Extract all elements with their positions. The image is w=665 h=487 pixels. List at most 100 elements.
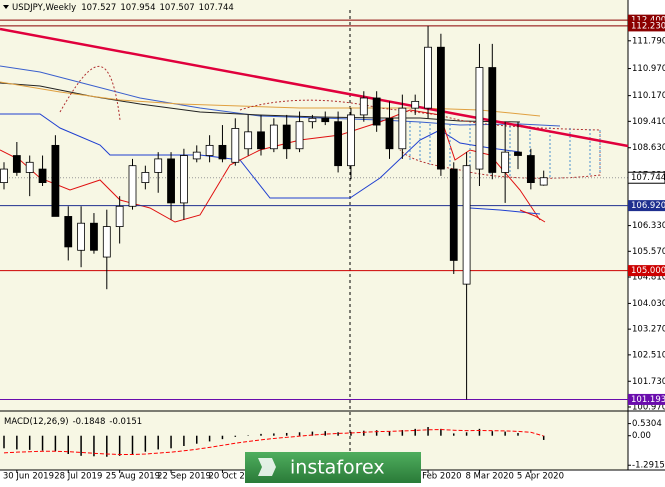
y-tick-label: 100.970 [632, 402, 665, 412]
level-label-box [628, 20, 665, 32]
candle-body [501, 151, 510, 173]
candle-body [179, 155, 188, 204]
candle-body [102, 226, 111, 258]
x-tick-label: 28 Jul 2019 [54, 472, 102, 482]
level-label: 106.920 [631, 201, 665, 211]
signal-value: -0.0151 [109, 417, 142, 427]
y-tick-label: 103.270 [632, 325, 665, 335]
y-tick-label: 110.970 [632, 64, 665, 74]
ohlc-high: 107.954 [120, 3, 155, 13]
candle-body [385, 117, 394, 150]
candle-body [424, 46, 432, 109]
candle-body [475, 67, 484, 170]
signal-line [3, 429, 544, 455]
candle-body [90, 222, 98, 251]
axes: 111.790110.970110.170109.410108.630107.8… [3, 14, 665, 482]
candle-body [51, 144, 60, 217]
y-tick-label: 0.00 [632, 431, 651, 441]
y-tick-label: 110.170 [632, 91, 665, 101]
macd-panel [3, 427, 545, 457]
support-line [519, 209, 546, 223]
ohlc-close: 107.744 [199, 3, 234, 13]
candle-body [449, 168, 458, 261]
ohlc-open: 107.527 [81, 3, 116, 13]
candle-body [128, 165, 137, 207]
y-tick-label: 0.5304 [632, 419, 662, 429]
candle-body [115, 205, 124, 227]
candle-body [269, 124, 278, 150]
moving-average [0, 81, 541, 117]
candle-body [514, 151, 522, 156]
level-label-box [628, 14, 665, 26]
level-label: 101.193 [631, 395, 665, 405]
candle-body [411, 100, 420, 109]
level-label: 112.230 [631, 21, 665, 31]
x-tick-label: 25 Aug 2019 [106, 472, 160, 482]
last-price-label: 107.744 [631, 173, 665, 183]
y-tick-label: -1.2915 [632, 461, 665, 471]
x-tick-label: 30 Jun 2019 [3, 472, 54, 482]
candle-body [0, 168, 8, 184]
macd-title: MACD(12,26,9) -0.1848 -0.0151 [4, 417, 142, 427]
y-tick-label: 104.810 [632, 273, 665, 283]
candle-body [38, 168, 47, 184]
candle-body [141, 172, 150, 184]
candle-body [205, 144, 214, 156]
level-label-box [628, 200, 665, 212]
candle-body [167, 158, 175, 204]
symbol: USDJPY,Weekly [12, 3, 76, 13]
macd-value: -0.1848 [73, 417, 106, 427]
x-tick-label: 8 Mar 2020 [465, 472, 513, 482]
candle-body [347, 114, 355, 167]
candle-body [231, 128, 240, 163]
candle-body [526, 155, 535, 184]
x-tick-label: 20 Oct 2019 [208, 472, 261, 482]
candle-body [308, 117, 317, 123]
y-tick-label: 111.790 [632, 36, 665, 46]
last-price-box [627, 171, 665, 184]
candle-body [295, 121, 304, 150]
levels [0, 19, 628, 400]
level-label-box [628, 393, 665, 405]
candle-body [539, 177, 548, 186]
watermark-logo [258, 458, 276, 476]
candle-body [334, 121, 343, 167]
collapse-icon [3, 5, 9, 9]
candle-body [77, 222, 85, 251]
y-tick-label: 102.510 [632, 350, 665, 360]
chart-title: USDJPY,Weekly 107.527 107.954 107.507 107.74… [12, 3, 234, 13]
candle-body [372, 97, 381, 126]
level-label-box [628, 265, 665, 277]
watermark-text: instaforex [290, 457, 385, 479]
indicators [0, 27, 629, 223]
x-tick-label: 22 Sep 2019 [157, 472, 211, 482]
x-tick-label: 9 Feb 2020 [414, 472, 462, 482]
candles [0, 25, 548, 400]
candle-body [321, 117, 330, 123]
macd-name: MACD(12,26,9) [4, 417, 69, 427]
x-tick-label: 5 Apr 2020 [517, 472, 564, 482]
y-tick-label: 101.730 [632, 377, 665, 387]
trend-line [0, 27, 629, 148]
candle-body [244, 131, 253, 150]
watermark: instaforex [245, 452, 421, 483]
moving-average [0, 82, 521, 123]
ichimoku-cloud-edge [59, 65, 601, 179]
candle-body [12, 155, 21, 173]
ohlc-low: 107.507 [160, 3, 195, 13]
tenkan-line [0, 109, 541, 223]
candle-body [154, 158, 163, 173]
y-tick-label: 108.630 [632, 143, 665, 153]
candle-body [192, 151, 201, 160]
candle-body [488, 67, 497, 173]
y-tick-label: 109.410 [632, 117, 665, 127]
candle-body [436, 46, 445, 170]
candle-body [282, 124, 291, 150]
candle-body [398, 107, 407, 150]
candle-body [462, 165, 471, 285]
candle-body [257, 131, 265, 150]
candle-body [218, 144, 227, 160]
y-tick-label: 104.030 [632, 299, 665, 309]
level-label: 105.000 [631, 266, 665, 276]
candle-body [25, 161, 34, 173]
